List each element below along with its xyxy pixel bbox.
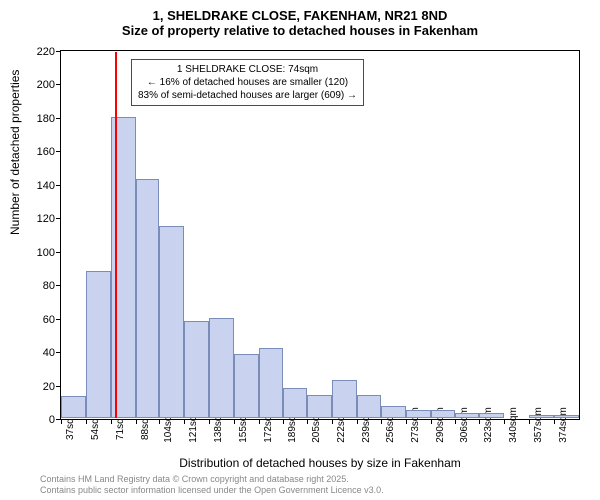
chart-container: 1, SHELDRAKE CLOSE, FAKENHAM, NR21 8ND S… — [0, 0, 600, 500]
histogram-bar — [61, 396, 86, 418]
ytick-label: 180 — [25, 113, 55, 125]
ytick-label: 220 — [25, 46, 55, 58]
histogram-bar — [209, 318, 234, 418]
ytick-mark — [56, 51, 61, 52]
xtick-mark — [86, 419, 87, 424]
ytick-mark — [56, 386, 61, 387]
histogram-bar — [86, 271, 111, 418]
histogram-bar — [307, 395, 332, 418]
xtick-mark — [479, 419, 480, 424]
xtick-mark — [61, 419, 62, 424]
histogram-bar — [184, 321, 209, 418]
xtick-mark — [504, 419, 505, 424]
ytick-label: 60 — [25, 314, 55, 326]
xtick-label: 340sqm — [508, 407, 519, 443]
histogram-bar — [283, 388, 306, 418]
ytick-mark — [56, 151, 61, 152]
annotation-box: 1 SHELDRAKE CLOSE: 74sqm← 16% of detache… — [131, 59, 364, 106]
title-main: 1, SHELDRAKE CLOSE, FAKENHAM, NR21 8ND — [0, 0, 600, 23]
annotation-line1: 1 SHELDRAKE CLOSE: 74sqm — [138, 63, 357, 76]
histogram-bar — [381, 406, 406, 418]
histogram-bar — [357, 395, 382, 418]
xtick-mark — [455, 419, 456, 424]
ytick-mark — [56, 319, 61, 320]
annotation-line3: 83% of semi-detached houses are larger (… — [138, 89, 357, 102]
histogram-bar — [431, 410, 454, 418]
ytick-mark — [56, 252, 61, 253]
ytick-label: 0 — [25, 414, 55, 426]
histogram-bar — [332, 380, 357, 418]
ytick-label: 40 — [25, 347, 55, 359]
histogram-bar — [554, 415, 579, 418]
xtick-label: 357sqm — [533, 407, 544, 443]
annotation-line2: ← 16% of detached houses are smaller (12… — [138, 76, 357, 89]
ytick-mark — [56, 285, 61, 286]
xtick-mark — [136, 419, 137, 424]
xtick-mark — [234, 419, 235, 424]
histogram-bar — [136, 179, 159, 418]
xtick-mark — [111, 419, 112, 424]
histogram-bar — [234, 354, 259, 418]
histogram-bar — [455, 413, 480, 418]
xtick-mark — [554, 419, 555, 424]
ytick-label: 200 — [25, 79, 55, 91]
ytick-label: 80 — [25, 280, 55, 292]
chart-area: 02040608010012014016018020022037sqm54sqm… — [60, 50, 580, 420]
xtick-mark — [184, 419, 185, 424]
footer-line2: Contains public sector information licen… — [40, 485, 384, 496]
xtick-label: 374sqm — [558, 407, 569, 443]
ytick-label: 120 — [25, 213, 55, 225]
xtick-mark — [357, 419, 358, 424]
xtick-mark — [259, 419, 260, 424]
ytick-mark — [56, 84, 61, 85]
y-axis-label: Number of detached properties — [8, 70, 22, 235]
marker-line — [115, 52, 117, 418]
ytick-label: 100 — [25, 247, 55, 259]
histogram-bar — [529, 415, 554, 418]
xtick-mark — [209, 419, 210, 424]
ytick-mark — [56, 185, 61, 186]
xtick-mark — [381, 419, 382, 424]
histogram-bar — [259, 348, 284, 418]
xtick-mark — [431, 419, 432, 424]
title-sub: Size of property relative to detached ho… — [0, 23, 600, 44]
ytick-label: 20 — [25, 381, 55, 393]
xtick-mark — [406, 419, 407, 424]
xtick-mark — [159, 419, 160, 424]
histogram-bar — [406, 410, 431, 418]
x-axis-label: Distribution of detached houses by size … — [60, 456, 580, 470]
footer-line1: Contains HM Land Registry data © Crown c… — [40, 474, 384, 485]
ytick-label: 160 — [25, 146, 55, 158]
ytick-mark — [56, 118, 61, 119]
xtick-mark — [283, 419, 284, 424]
xtick-mark — [529, 419, 530, 424]
ytick-label: 140 — [25, 180, 55, 192]
ytick-mark — [56, 218, 61, 219]
plot-box: 02040608010012014016018020022037sqm54sqm… — [60, 50, 580, 420]
xtick-mark — [332, 419, 333, 424]
xtick-mark — [307, 419, 308, 424]
histogram-bar — [159, 226, 184, 418]
histogram-bar — [479, 413, 504, 418]
footer-attribution: Contains HM Land Registry data © Crown c… — [40, 474, 384, 496]
ytick-mark — [56, 352, 61, 353]
